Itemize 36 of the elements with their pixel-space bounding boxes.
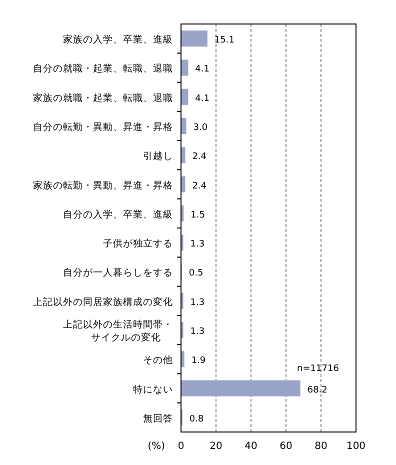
- data-label: 4.1: [195, 64, 210, 75]
- y-tick-label: 家族の入学、卒業、進級: [63, 34, 173, 46]
- y-tick-label: 上記以外の同居家族構成の変化: [33, 296, 173, 308]
- data-label: 4.1: [195, 94, 210, 104]
- data-label: 0.8: [189, 414, 204, 424]
- y-tick-label: 自分の入学、卒業、進級: [63, 208, 173, 220]
- y-tick-label: 自分が一人暮らしをする: [63, 266, 173, 279]
- data-label: 3.0: [193, 123, 208, 133]
- data-label: 0.5: [188, 268, 204, 279]
- data-label: 15.1: [214, 36, 234, 46]
- data-label: 1.3: [190, 327, 205, 337]
- y-tick-label: 上記以外の生活時間帯・サイクルの変化: [63, 318, 173, 344]
- y-tick-label: 特にない: [133, 383, 173, 396]
- x-axis-title: (%): [148, 441, 166, 452]
- y-tick-label: その他: [143, 354, 173, 366]
- x-tick-label: 80: [314, 441, 328, 452]
- x-tick-label: 100: [346, 441, 366, 452]
- y-tick-label: 引越し: [143, 150, 173, 162]
- data-label: 1.3: [190, 298, 205, 308]
- y-tick-label: 子供が独立する: [103, 238, 173, 250]
- data-label: 1.3: [190, 240, 205, 250]
- annotation: n=11716: [297, 364, 340, 374]
- x-tick-label: 40: [244, 441, 258, 452]
- x-tick-label: 60: [280, 441, 292, 452]
- y-tick-label: 家族の就職・起業、転職、退職: [33, 92, 173, 104]
- data-label: 68.2: [307, 385, 328, 396]
- y-tick-label: 自分の転勤・異動、昇進・昇格: [33, 121, 173, 133]
- x-tick-label: 0: [178, 441, 184, 452]
- data-label: 1.5: [190, 210, 205, 220]
- y-tick-label: 家族の転勤・異動、昇進・昇格: [33, 179, 173, 192]
- data-label: 1.9: [191, 356, 206, 366]
- x-tick-label: 20: [210, 441, 222, 452]
- data-label: 2.4: [192, 181, 207, 192]
- data-label: 2.4: [192, 152, 207, 162]
- y-tick-label: 無回答: [143, 412, 173, 424]
- y-tick-label: 自分の就職・起業、転職、退職: [33, 62, 173, 75]
